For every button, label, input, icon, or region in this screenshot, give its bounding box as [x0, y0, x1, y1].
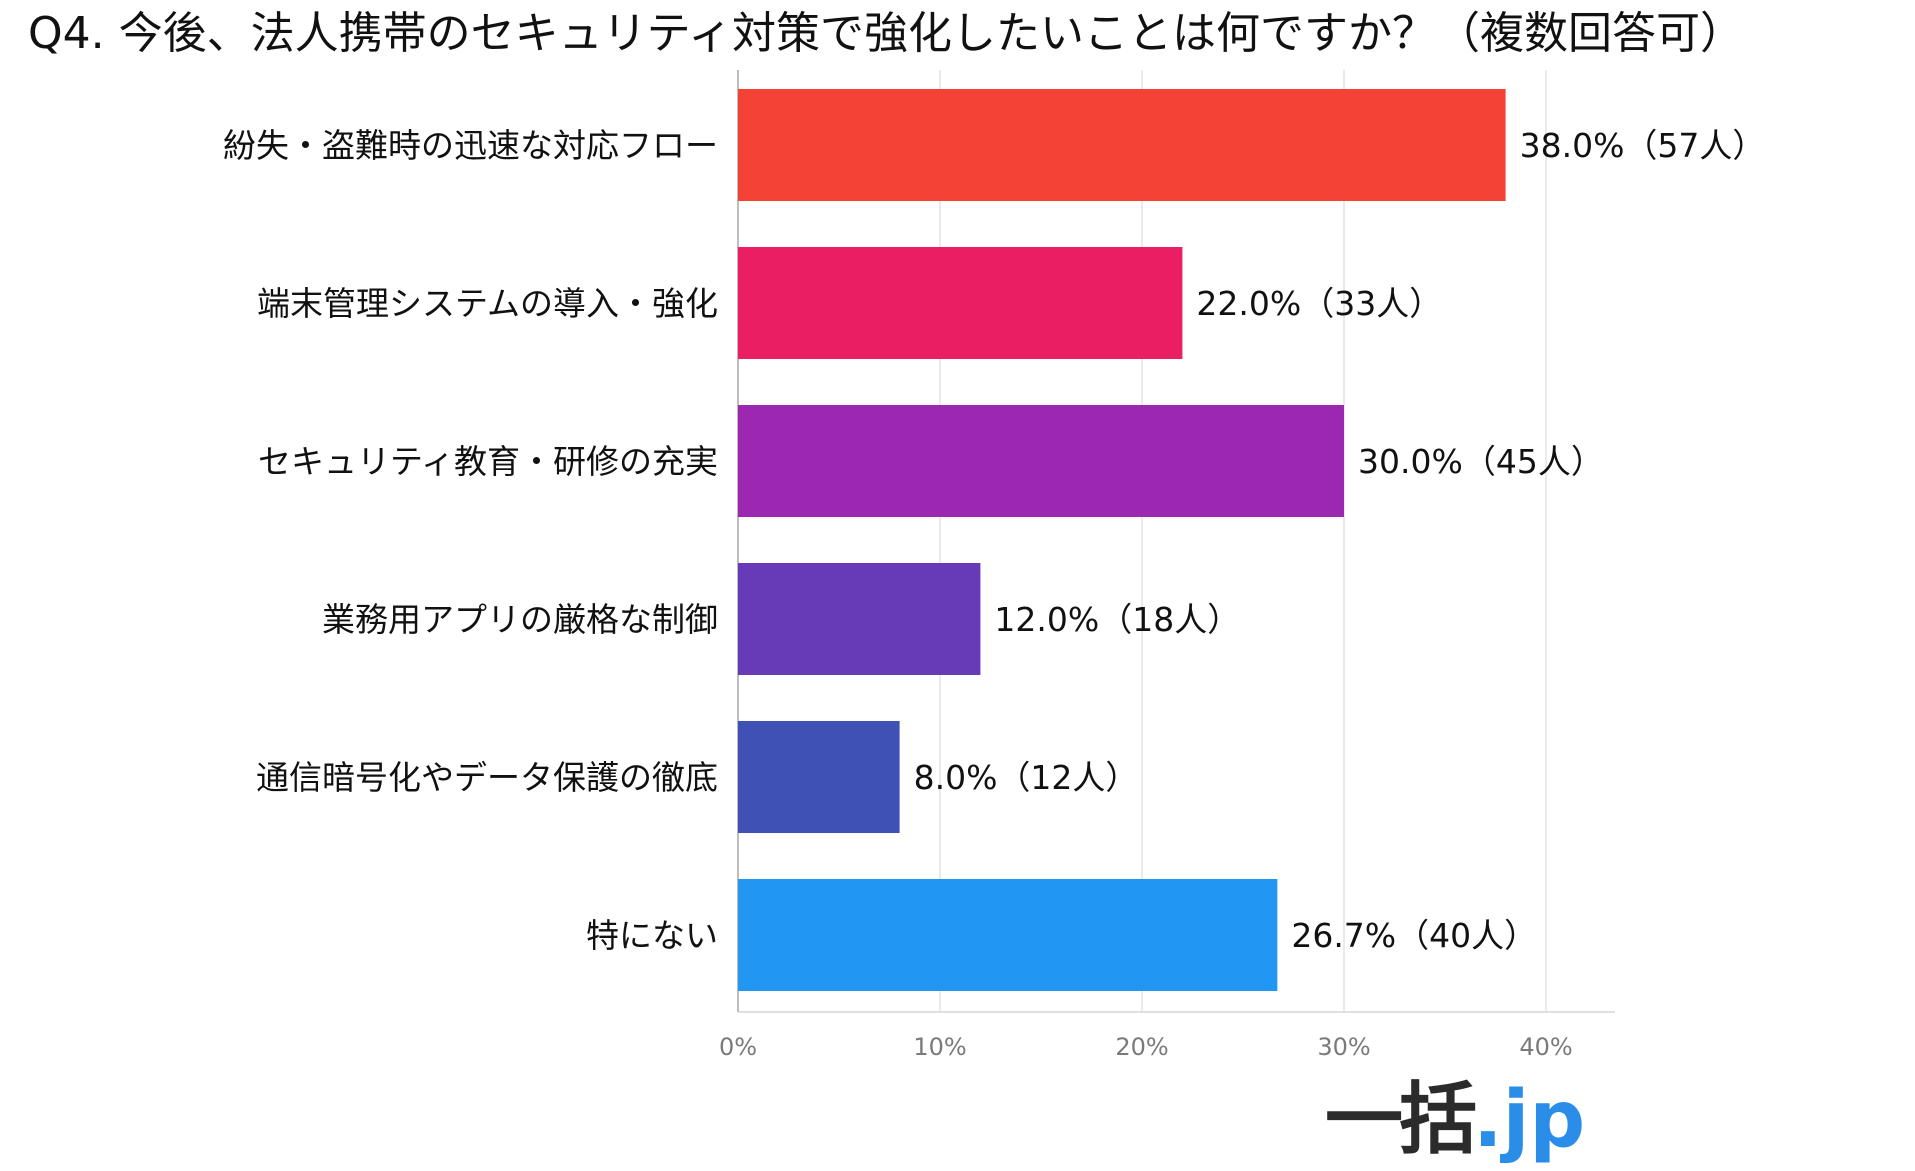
category-label: 紛失・盗難時の迅速な対応フロー: [223, 126, 718, 165]
data-label: 30.0%（45人）: [1358, 442, 1604, 481]
bar: [738, 721, 900, 833]
x-tick-label: 20%: [1115, 1033, 1168, 1061]
category-label: セキュリティ教育・研修の充実: [258, 442, 718, 481]
bar: [738, 563, 981, 675]
category-labels: 紛失・盗難時の迅速な対応フロー端末管理システムの導入・強化セキュリティ教育・研修…: [223, 126, 718, 955]
bar: [738, 879, 1278, 991]
gridlines: [737, 70, 1615, 1013]
x-tick-label: 30%: [1317, 1033, 1370, 1061]
bar: [738, 89, 1506, 201]
category-label: 通信暗号化やデータ保護の徹底: [256, 758, 718, 797]
x-tick-label: 10%: [913, 1033, 966, 1061]
bars: [738, 89, 1506, 991]
category-label: 業務用アプリの厳格な制御: [322, 600, 718, 639]
bar: [738, 247, 1183, 359]
x-axis-ticks: 0% 10% 20% 30% 40%: [719, 1033, 1573, 1061]
data-label: 8.0%（12人）: [914, 758, 1139, 797]
x-tick-label: 40%: [1519, 1033, 1572, 1061]
category-label: 端末管理システムの導入・強化: [257, 284, 718, 323]
x-tick-label: 0%: [719, 1033, 757, 1061]
data-label: 38.0%（57人）: [1520, 126, 1766, 165]
chart-title: Q4. 今後、法人携帯のセキュリティ対策で強化したいことは何ですか？（複数回答可…: [28, 8, 1744, 59]
data-label: 26.7%（40人）: [1291, 916, 1537, 955]
brand-logo: 一括.jp: [1325, 1075, 1585, 1165]
data-labels: 38.0%（57人） 22.0%（33人） 30.0%（45人） 12.0%（18人）…: [914, 126, 1766, 955]
data-label: 12.0%（18人）: [994, 600, 1240, 639]
logo-domain: .jp: [1473, 1075, 1586, 1165]
data-label: 22.0%（33人）: [1196, 284, 1442, 323]
logo-text: 一括: [1325, 1075, 1477, 1165]
category-label: 特にない: [586, 916, 718, 955]
bar: [738, 405, 1344, 517]
